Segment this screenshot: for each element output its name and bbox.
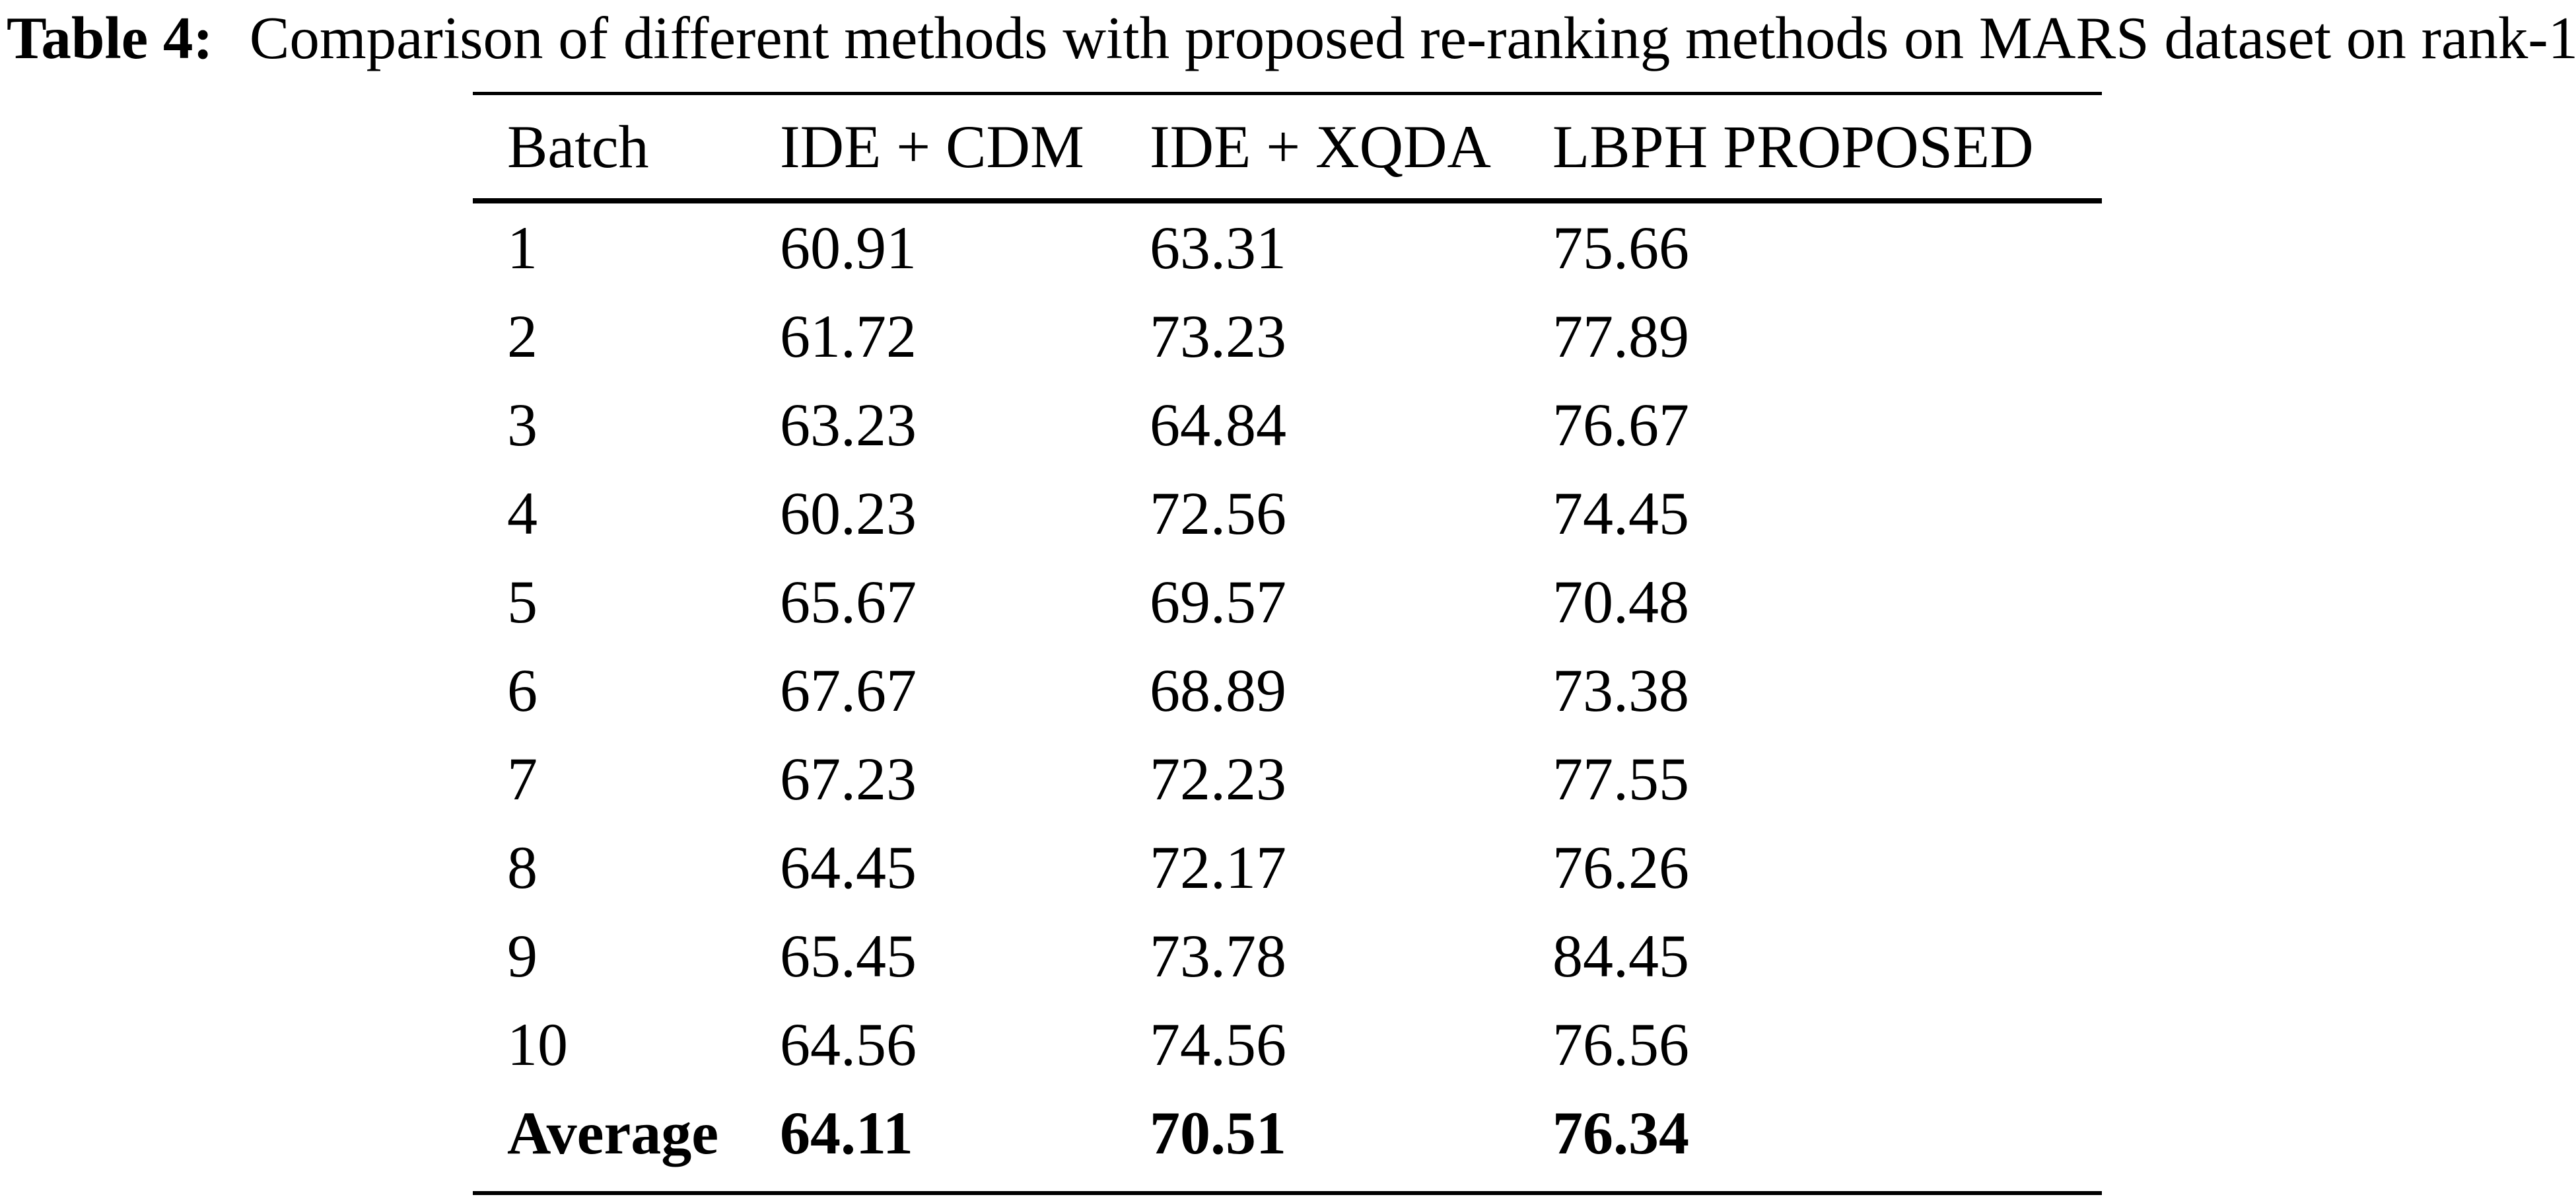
value-cell: 68.89: [1150, 657, 1286, 724]
table-caption-label: Table 4:: [7, 5, 213, 71]
value-cell: 70.48: [1552, 568, 1689, 636]
column-header-lbph-proposed: LBPH PROPOSED: [1552, 113, 2034, 180]
batch-cell: 7: [507, 745, 538, 813]
value-cell: 67.67: [780, 657, 917, 724]
column-header-ide-cdm: IDE + CDM: [780, 113, 1084, 180]
column-header-batch: Batch: [507, 113, 649, 180]
value-cell: 64.56: [780, 1011, 917, 1078]
value-cell: 73.78: [1150, 922, 1286, 990]
batch-cell: 3: [507, 391, 538, 458]
table-row: 10 64.56 74.56 76.56: [473, 1000, 2102, 1089]
value-cell: 74.45: [1552, 480, 1689, 547]
value-cell: 76.67: [1552, 391, 1689, 458]
value-cell: 67.23: [780, 745, 917, 813]
table-row: 7 67.23 72.23 77.55: [473, 735, 2102, 823]
value-cell: 73.23: [1150, 303, 1286, 370]
table-row: 3 63.23 64.84 76.67: [473, 381, 2102, 469]
value-cell: 61.72: [780, 303, 917, 370]
batch-cell: 4: [507, 480, 538, 547]
column-header-ide-xqda: IDE + XQDA: [1150, 113, 1491, 180]
table-caption-text: Comparison of different methods with pro…: [249, 5, 2576, 71]
value-cell: 64.84: [1150, 391, 1286, 458]
value-cell: 63.31: [1150, 214, 1286, 281]
value-cell: 84.45: [1552, 922, 1689, 990]
value-cell: 76.34: [1552, 1099, 1689, 1167]
value-cell: 60.91: [780, 214, 917, 281]
batch-cell: 8: [507, 834, 538, 901]
value-cell: 75.66: [1552, 214, 1689, 281]
value-cell: 69.57: [1150, 568, 1286, 636]
table-row: 6 67.67 68.89 73.38: [473, 646, 2102, 735]
table-row: 1 60.91 63.31 75.66: [473, 203, 2102, 292]
batch-cell: 9: [507, 922, 538, 990]
value-cell: 64.45: [780, 834, 917, 901]
value-cell: 76.56: [1552, 1011, 1689, 1078]
value-cell: 72.56: [1150, 480, 1286, 547]
value-cell: 65.45: [780, 922, 917, 990]
value-cell: 65.67: [780, 568, 917, 636]
value-cell: 60.23: [780, 480, 917, 547]
table-bottom-rule: [473, 1191, 2102, 1195]
table-header-rule: [473, 198, 2102, 203]
value-cell: 74.56: [1150, 1011, 1286, 1078]
table-row: 9 65.45 73.78 84.45: [473, 912, 2102, 1000]
batch-cell: 2: [507, 303, 538, 370]
value-cell: 63.23: [780, 391, 917, 458]
table-row: 8 64.45 72.17 76.26: [473, 823, 2102, 912]
table-rows: 1 60.91 63.31 75.66 2 61.72 73.23 77.89 3 63.23 64…: [473, 203, 2102, 1177]
results-table: Batch IDE + CDM IDE + XQDA LBPH PROPOSED…: [473, 92, 2102, 1195]
value-cell: 76.26: [1552, 834, 1689, 901]
value-cell: 77.89: [1552, 303, 1689, 370]
batch-cell: 1: [507, 214, 538, 281]
table-row: 4 60.23 72.56 74.45: [473, 469, 2102, 558]
table-row: 2 61.72 73.23 77.89: [473, 292, 2102, 381]
value-cell: 77.55: [1552, 745, 1689, 813]
batch-cell: 10: [507, 1011, 568, 1078]
table-row: 5 65.67 69.57 70.48: [473, 558, 2102, 646]
value-cell: 72.17: [1150, 834, 1286, 901]
value-cell: 70.51: [1150, 1099, 1286, 1167]
table-top-rule: [473, 92, 2102, 95]
batch-cell: 5: [507, 568, 538, 636]
batch-cell: 6: [507, 657, 538, 724]
value-cell: 72.23: [1150, 745, 1286, 813]
batch-cell: Average: [507, 1099, 719, 1167]
value-cell: 64.11: [780, 1099, 913, 1167]
table-caption: Table 4: Comparison of different methods …: [7, 1, 2576, 75]
table-row-average: Average 64.11 70.51 76.34: [473, 1089, 2102, 1177]
table-header-row: Batch IDE + CDM IDE + XQDA LBPH PROPOSED: [473, 95, 2102, 198]
value-cell: 73.38: [1552, 657, 1689, 724]
